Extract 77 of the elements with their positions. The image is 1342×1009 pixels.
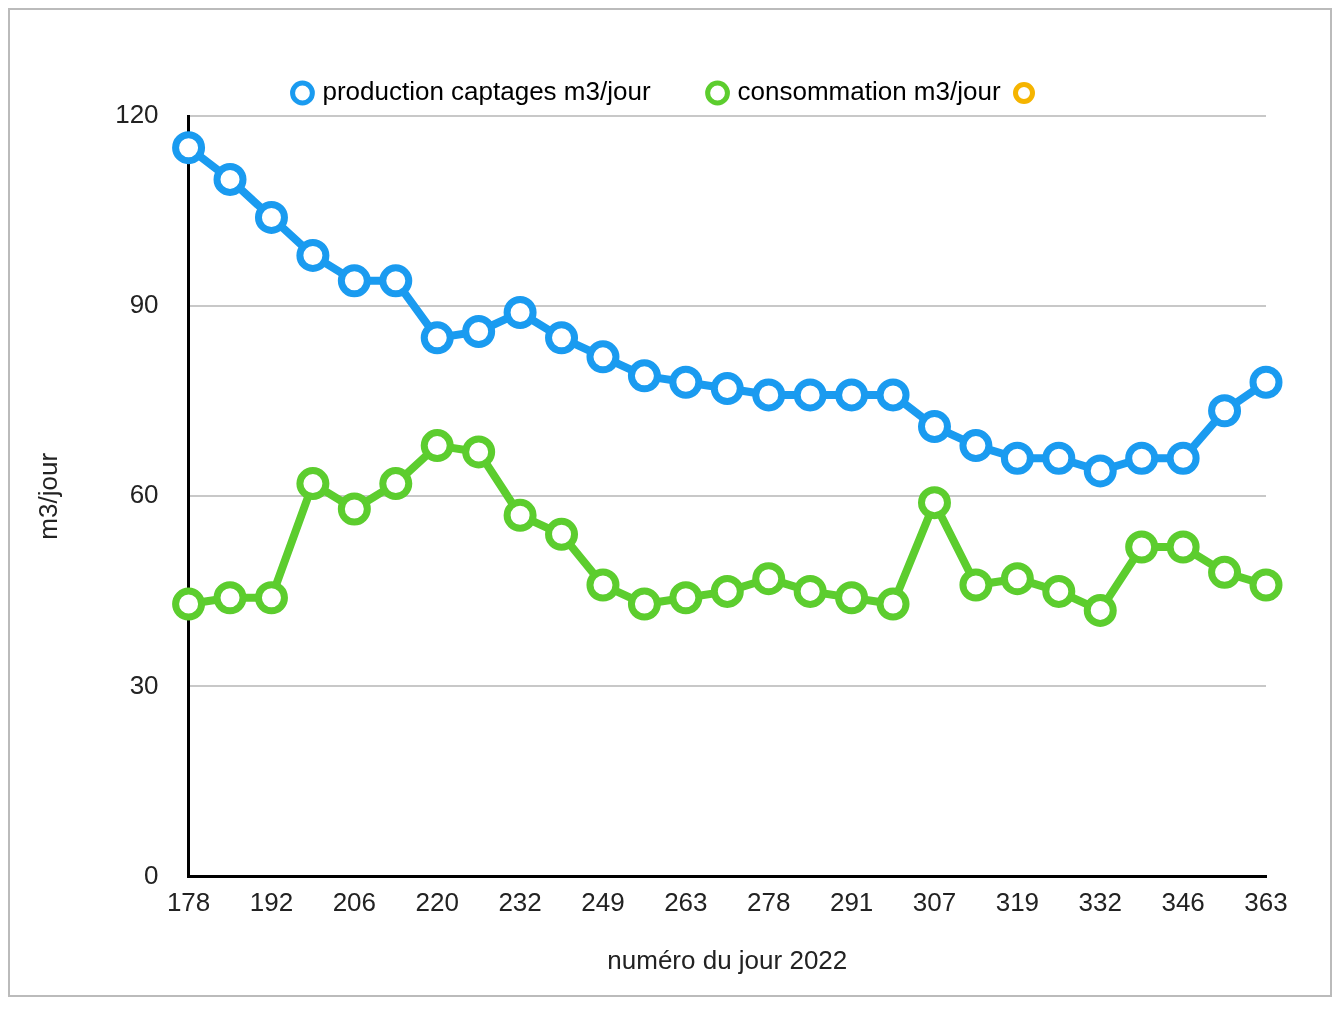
legend-label: consommation m3/jour <box>737 76 1001 107</box>
point <box>710 574 744 608</box>
point <box>462 315 496 348</box>
x-tick-label: 319 <box>995 887 1040 918</box>
point <box>1042 441 1076 475</box>
point <box>503 498 537 532</box>
point <box>420 321 454 355</box>
point <box>835 581 869 615</box>
x-tick-label: 307 <box>912 887 957 918</box>
point <box>1083 454 1117 488</box>
x-tick-label: 263 <box>664 887 708 918</box>
point <box>793 378 827 412</box>
point <box>586 568 620 602</box>
point <box>917 410 951 444</box>
x-tick-label: 232 <box>498 887 542 918</box>
x-tick-label: 220 <box>415 887 459 918</box>
y-tick-label: 120 <box>115 99 159 130</box>
x-tick-label: 192 <box>249 887 294 918</box>
point <box>1083 593 1117 627</box>
point <box>752 378 786 412</box>
legend-label: production captages m3/jour <box>322 76 651 107</box>
point <box>254 200 288 234</box>
x-tick-label: 278 <box>747 887 791 918</box>
point <box>1042 574 1076 608</box>
point <box>545 321 579 355</box>
point <box>627 587 661 621</box>
point <box>420 429 454 463</box>
point <box>959 568 993 602</box>
point <box>337 492 371 526</box>
x-tick-label: 291 <box>829 887 874 918</box>
y-tick-label: 90 <box>129 289 159 320</box>
point <box>835 378 869 412</box>
x-tick-label: 332 <box>1078 887 1122 918</box>
x-axis-title: numéro du jour 2022 <box>607 944 848 975</box>
x-tick-label: 178 <box>166 887 211 918</box>
x-tick-label: 346 <box>1161 887 1205 918</box>
point <box>213 162 247 196</box>
point <box>1249 568 1283 602</box>
point <box>379 264 413 298</box>
x-tick-label: 206 <box>332 887 377 918</box>
point <box>254 581 288 615</box>
point <box>172 131 206 165</box>
point <box>793 574 827 608</box>
point <box>627 359 661 393</box>
y-tick-label: 60 <box>129 479 159 510</box>
point <box>337 264 371 298</box>
point <box>545 517 579 551</box>
point <box>1125 530 1159 564</box>
point <box>379 467 413 501</box>
point <box>1166 530 1200 564</box>
point <box>1249 365 1283 399</box>
point <box>1208 394 1242 428</box>
point <box>710 372 744 406</box>
point <box>1166 441 1200 475</box>
point <box>1125 441 1159 475</box>
point <box>503 295 537 329</box>
point <box>959 429 993 463</box>
point <box>917 486 951 520</box>
y-tick-label: 0 <box>144 859 159 890</box>
point <box>669 581 703 615</box>
point <box>876 587 910 621</box>
y-tick-label: 30 <box>129 669 159 700</box>
point <box>1000 562 1034 596</box>
point <box>462 435 496 469</box>
point <box>669 365 703 399</box>
x-tick-label: 363 <box>1244 887 1288 918</box>
point <box>213 581 247 615</box>
point <box>1000 441 1034 475</box>
point <box>876 378 910 412</box>
point <box>1208 555 1242 589</box>
y-axis-title: m3/jour <box>32 452 63 540</box>
x-tick-label: 249 <box>581 887 625 918</box>
point <box>752 562 786 596</box>
point <box>296 238 330 272</box>
point <box>586 340 620 374</box>
point <box>296 467 330 501</box>
point <box>172 587 206 621</box>
